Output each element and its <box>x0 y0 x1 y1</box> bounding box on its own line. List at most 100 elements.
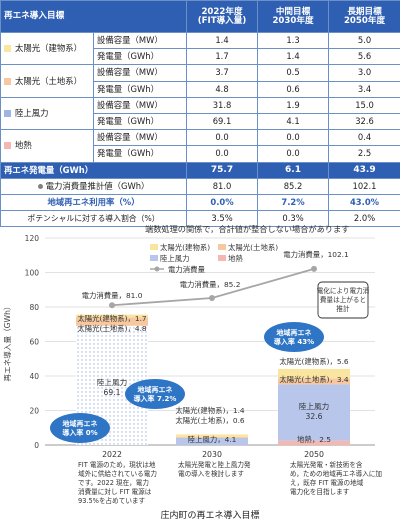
value-cell: 4.1 <box>257 112 330 131</box>
chart-caption: 庄内町の再エネ導入目標 <box>160 509 259 521</box>
table-title: 再エネ導入目標 <box>0 0 188 33</box>
table-row: 太陽光（建物系） 設備容量（MW） 1.4 1.3 5.0 <box>0 31 400 66</box>
table-header-row: 再エネ導入目標 2022年度 (FIT導入量) 中間目標 2030年度 長期目標… <box>0 0 400 33</box>
bar-segment <box>176 437 248 445</box>
rate-bubble-text: 地域再エネ <box>138 385 173 394</box>
metric-label: 発電量（GWh） <box>92 112 188 131</box>
legend-line-marker <box>154 266 160 272</box>
bar-data-label: 太陽光(土地系)，4.8 <box>77 324 147 333</box>
legend-label: 地熱 <box>228 254 243 263</box>
bar-segment <box>278 368 350 379</box>
bar-segment <box>278 440 350 445</box>
bar-data-label: 陸上風力 <box>97 377 127 387</box>
rate-2022: 0.0% <box>186 193 259 212</box>
legend-swatch <box>150 244 158 250</box>
rate-bubble <box>50 413 110 443</box>
rate-2030: 7.2% <box>257 193 330 212</box>
demand-label: 電力消費量推計値（GWh） <box>45 180 150 191</box>
col-2030-header: 中間目標 2030年度 <box>257 0 330 33</box>
value-cell: 0.0 <box>186 145 259 163</box>
y-tick-label: 0 <box>34 441 39 450</box>
legend-swatch <box>218 255 226 261</box>
value-cell: 4.8 <box>186 80 259 98</box>
bar-data-label: 陸上風力，4.1 <box>188 435 237 444</box>
col-2022-header: 2022年度 (FIT導入量) <box>186 0 259 33</box>
energy-source-rows: 太陽光（建物系） 設備容量（MW） 1.4 1.3 5.0 発電量（GWh） 1.7 1.4 5… <box>0 31 400 163</box>
renewables-target-chart: 端数処理の関係で，合計値が整合しない場合があります 0 20 40 60 80 100 120… <box>2 224 382 521</box>
x-tick-label: 2030 <box>202 450 222 459</box>
value-cell: 0.0 <box>257 145 330 163</box>
footnote-text: め，ための地域再エネ導入に加 <box>290 469 382 478</box>
footnote-text: 太陽光発電と陸上風力発 <box>178 460 251 469</box>
category-label: 太陽光（建物系） <box>15 43 82 54</box>
legend-swatch <box>150 255 158 261</box>
total-row: 再エネ発電量（GWh） 75.7 6.1 43.9 <box>0 161 400 179</box>
value-cell: 5.0 <box>328 31 400 50</box>
potential-row: ポテンシャルに対する導入割合（%） 3.5% 0.3% 2.0% <box>0 210 400 228</box>
bar-segment <box>176 436 248 438</box>
bar-segment <box>76 317 148 326</box>
value-cell: 32.6 <box>328 112 400 131</box>
value-cell: 1.4 <box>186 31 259 50</box>
value-cell: 3.7 <box>186 64 259 82</box>
consumption-point <box>109 302 115 309</box>
y-tick-label: 60 <box>29 338 39 347</box>
target-table: 再エネ導入目標 2022年度 (FIT導入量) 中間目標 2030年度 長期目標… <box>0 0 400 228</box>
value-cell: 0.5 <box>257 64 330 82</box>
footnote-text: 太陽光発電・新技術を含 <box>290 460 363 469</box>
rate-bubble-text: 地域再エネ <box>63 419 98 428</box>
total-label: 再エネ発電量（GWh） <box>0 161 188 179</box>
callout-box <box>317 281 369 319</box>
total-2022: 75.7 <box>186 161 259 179</box>
dot-marker-icon <box>37 183 43 189</box>
bar-data-label: 32.6 <box>306 412 323 421</box>
value-cell: 3.0 <box>328 64 400 82</box>
legend-label: 太陽光(土地系) <box>228 243 278 252</box>
metric-label: 発電量（GWh） <box>92 80 188 98</box>
category-cell: 太陽光（土地系） <box>0 64 94 98</box>
table-row: 発電量（GWh） 69.1 4.1 32.6 <box>1 112 400 131</box>
value-cell: 1.3 <box>257 31 330 50</box>
footnote-text: 電力化を目指します <box>290 487 350 496</box>
rate-bubble-text: 導入率 0% <box>62 428 97 437</box>
value-cell: 0.0 <box>257 129 330 147</box>
value-cell: 69.1 <box>186 112 259 131</box>
metric-label: 設備容量（MW） <box>92 129 188 147</box>
table-row: 地熱 設備容量（MW） 0.0 0.0 0.4 <box>0 129 400 163</box>
callout-text: 推計 <box>336 304 350 313</box>
rate-2050: 43.0% <box>328 193 400 212</box>
footnote-text: 電の導入を検討します <box>178 469 244 478</box>
demand-2022: 81.0 <box>186 177 259 195</box>
footnote-text: です。2022 現在，電力 <box>78 478 149 487</box>
demand-label: 電力消費量，81.0 <box>82 291 143 300</box>
value-cell: 1.4 <box>257 48 330 66</box>
y-axis-title: 再エネ導入量（GWh） <box>2 303 12 382</box>
y-tick-label: 80 <box>29 303 39 312</box>
bar-segment <box>76 314 148 318</box>
footnote-text: FIT 電源のため，現状は地 <box>78 460 156 469</box>
footnote-text: 消費量に対し FIT 電源は <box>78 487 152 496</box>
value-cell: 2.5 <box>328 145 400 163</box>
total-2050: 43.9 <box>328 161 400 179</box>
y-tick-label: 120 <box>25 234 40 243</box>
category-color-swatch <box>4 77 11 85</box>
table-row: 発電量（GWh） 1.7 1.4 5.6 <box>1 48 400 66</box>
bar-data-label: 太陽光(建物系)，1.7 <box>77 314 147 323</box>
y-tick-label: 20 <box>29 407 39 416</box>
legend-label: 陸上風力 <box>160 254 190 263</box>
demand-2050: 102.1 <box>328 177 400 195</box>
bar-data-label: 69.1 <box>104 388 121 397</box>
chart-note: 端数処理の関係で，合計値が整合しない場合があります <box>145 224 349 234</box>
y-tick-label: 40 <box>29 372 39 381</box>
bar-data-label: 太陽光(建物系)，1.4 <box>175 406 245 415</box>
footnote-text: 93.5%を占めています <box>78 496 146 505</box>
category-color-swatch <box>4 109 11 117</box>
value-cell: 0.0 <box>186 129 259 147</box>
chart-overlay: 電力消費量，81.0 電力消費量，85.2 電力消費量，102.1 太陽光(建物系)，… <box>50 250 382 521</box>
col-2050-header: 長期目標 2050年度 <box>328 0 400 33</box>
rate-bubble-text: 地域再エネ <box>277 328 312 337</box>
rate-bubble <box>125 379 185 409</box>
category-cell: 陸上風力 <box>0 96 94 131</box>
bar-data-label: 太陽光(建物系)，5.6 <box>279 357 349 366</box>
bar-data-label: 太陽光(土地系)，0.6 <box>175 416 245 425</box>
